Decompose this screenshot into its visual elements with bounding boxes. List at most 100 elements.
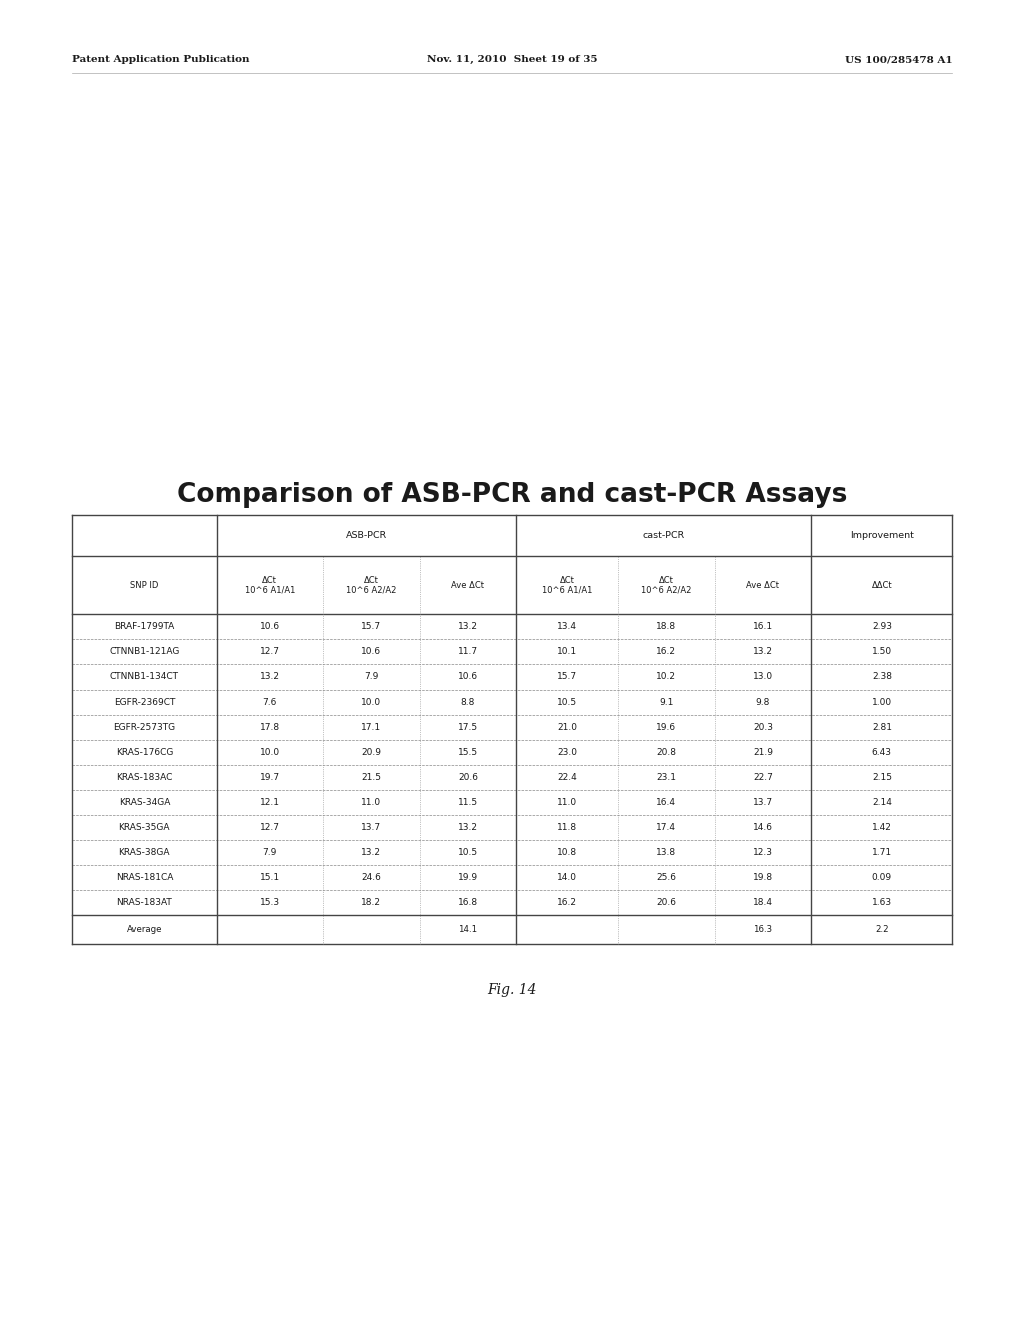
Text: 16.2: 16.2 [557,898,578,907]
Text: 11.0: 11.0 [361,797,381,807]
Text: 20.6: 20.6 [458,772,478,781]
Text: 13.7: 13.7 [753,797,773,807]
Text: 16.8: 16.8 [458,898,478,907]
Text: 0.09: 0.09 [871,873,892,882]
Text: 10.5: 10.5 [557,697,578,706]
Text: 11.7: 11.7 [458,647,478,656]
Text: CTNNB1-121AG: CTNNB1-121AG [110,647,179,656]
Text: ΔCt
10^6 A2/A2: ΔCt 10^6 A2/A2 [346,576,396,594]
Text: 10.6: 10.6 [361,647,381,656]
Text: 7.6: 7.6 [262,697,278,706]
Text: 1.63: 1.63 [871,898,892,907]
Text: 15.7: 15.7 [557,672,578,681]
Text: 17.4: 17.4 [656,822,676,832]
Text: 25.6: 25.6 [656,873,676,882]
Text: EGFR-2369CT: EGFR-2369CT [114,697,175,706]
Text: 15.5: 15.5 [458,747,478,756]
Text: 1.42: 1.42 [871,822,892,832]
Text: ΔCt
10^6 A1/A1: ΔCt 10^6 A1/A1 [245,576,295,594]
Text: 1.00: 1.00 [871,697,892,706]
Text: 15.1: 15.1 [260,873,280,882]
Text: 2.2: 2.2 [876,925,889,935]
Text: 17.8: 17.8 [260,722,280,731]
Text: 22.4: 22.4 [557,772,577,781]
Text: 11.8: 11.8 [557,822,578,832]
Text: 23.0: 23.0 [557,747,578,756]
Text: 2.81: 2.81 [871,722,892,731]
Text: Patent Application Publication: Patent Application Publication [72,55,249,65]
Text: SNP ID: SNP ID [130,581,159,590]
Text: 10.0: 10.0 [361,697,381,706]
Text: 10.8: 10.8 [557,847,578,857]
Text: Fig. 14: Fig. 14 [487,983,537,998]
Text: NRAS-183AT: NRAS-183AT [117,898,172,907]
Text: KRAS-176CG: KRAS-176CG [116,747,173,756]
Text: ΔCt
10^6 A2/A2: ΔCt 10^6 A2/A2 [641,576,691,594]
Text: KRAS-38GA: KRAS-38GA [119,847,170,857]
Text: 11.0: 11.0 [557,797,578,807]
Text: 20.6: 20.6 [656,898,676,907]
Text: 18.8: 18.8 [656,622,676,631]
Text: 12.7: 12.7 [260,647,280,656]
Text: Comparison of ASB-PCR and cast-PCR Assays: Comparison of ASB-PCR and cast-PCR Assay… [177,482,847,508]
Text: 19.7: 19.7 [260,772,280,781]
Text: 20.8: 20.8 [656,747,676,756]
Text: 15.7: 15.7 [361,622,381,631]
Text: 13.2: 13.2 [260,672,280,681]
Text: 13.2: 13.2 [753,647,773,656]
Text: 2.38: 2.38 [871,672,892,681]
Text: 14.0: 14.0 [557,873,578,882]
Text: 10.5: 10.5 [458,847,478,857]
Text: Ave ΔCt: Ave ΔCt [746,581,779,590]
Text: 8.8: 8.8 [461,697,475,706]
Text: 18.2: 18.2 [361,898,381,907]
Text: 10.1: 10.1 [557,647,578,656]
Text: 21.0: 21.0 [557,722,578,731]
Text: 19.8: 19.8 [753,873,773,882]
Text: Average: Average [127,925,162,935]
Text: 22.7: 22.7 [753,772,773,781]
Text: 17.5: 17.5 [458,722,478,731]
Text: KRAS-35GA: KRAS-35GA [119,822,170,832]
Text: Ave ΔCt: Ave ΔCt [452,581,484,590]
Text: 11.5: 11.5 [458,797,478,807]
Text: 7.9: 7.9 [364,672,378,681]
Text: 1.50: 1.50 [871,647,892,656]
Text: CTNNB1-134CT: CTNNB1-134CT [110,672,179,681]
Text: 12.1: 12.1 [260,797,280,807]
Text: US 100/285478 A1: US 100/285478 A1 [845,55,952,65]
Text: 16.4: 16.4 [656,797,676,807]
Text: 13.8: 13.8 [656,847,676,857]
Text: 24.6: 24.6 [361,873,381,882]
Text: 19.9: 19.9 [458,873,478,882]
Text: EGFR-2573TG: EGFR-2573TG [114,722,175,731]
Text: 21.5: 21.5 [361,772,381,781]
Text: 14.6: 14.6 [753,822,773,832]
Text: 20.9: 20.9 [361,747,381,756]
Text: 9.1: 9.1 [658,697,674,706]
Text: 21.9: 21.9 [753,747,773,756]
Text: NRAS-181CA: NRAS-181CA [116,873,173,882]
Text: 13.0: 13.0 [753,672,773,681]
Text: 15.3: 15.3 [260,898,280,907]
Text: 13.2: 13.2 [458,822,478,832]
Text: 20.3: 20.3 [753,722,773,731]
Text: 10.0: 10.0 [260,747,280,756]
Text: 12.7: 12.7 [260,822,280,832]
Text: BRAF-1799TA: BRAF-1799TA [115,622,174,631]
Text: 16.3: 16.3 [754,925,772,935]
Text: 13.2: 13.2 [458,622,478,631]
Text: 23.1: 23.1 [656,772,676,781]
Text: 10.6: 10.6 [260,622,280,631]
Text: 14.1: 14.1 [459,925,477,935]
Text: 9.8: 9.8 [756,697,770,706]
Text: 19.6: 19.6 [656,722,676,731]
Text: ASB-PCR: ASB-PCR [346,531,387,540]
Text: 10.2: 10.2 [656,672,676,681]
Text: 6.43: 6.43 [871,747,892,756]
Text: 16.2: 16.2 [656,647,676,656]
Text: ΔΔCt: ΔΔCt [871,581,892,590]
Text: 18.4: 18.4 [753,898,773,907]
Text: 13.4: 13.4 [557,622,578,631]
Text: cast-PCR: cast-PCR [643,531,685,540]
